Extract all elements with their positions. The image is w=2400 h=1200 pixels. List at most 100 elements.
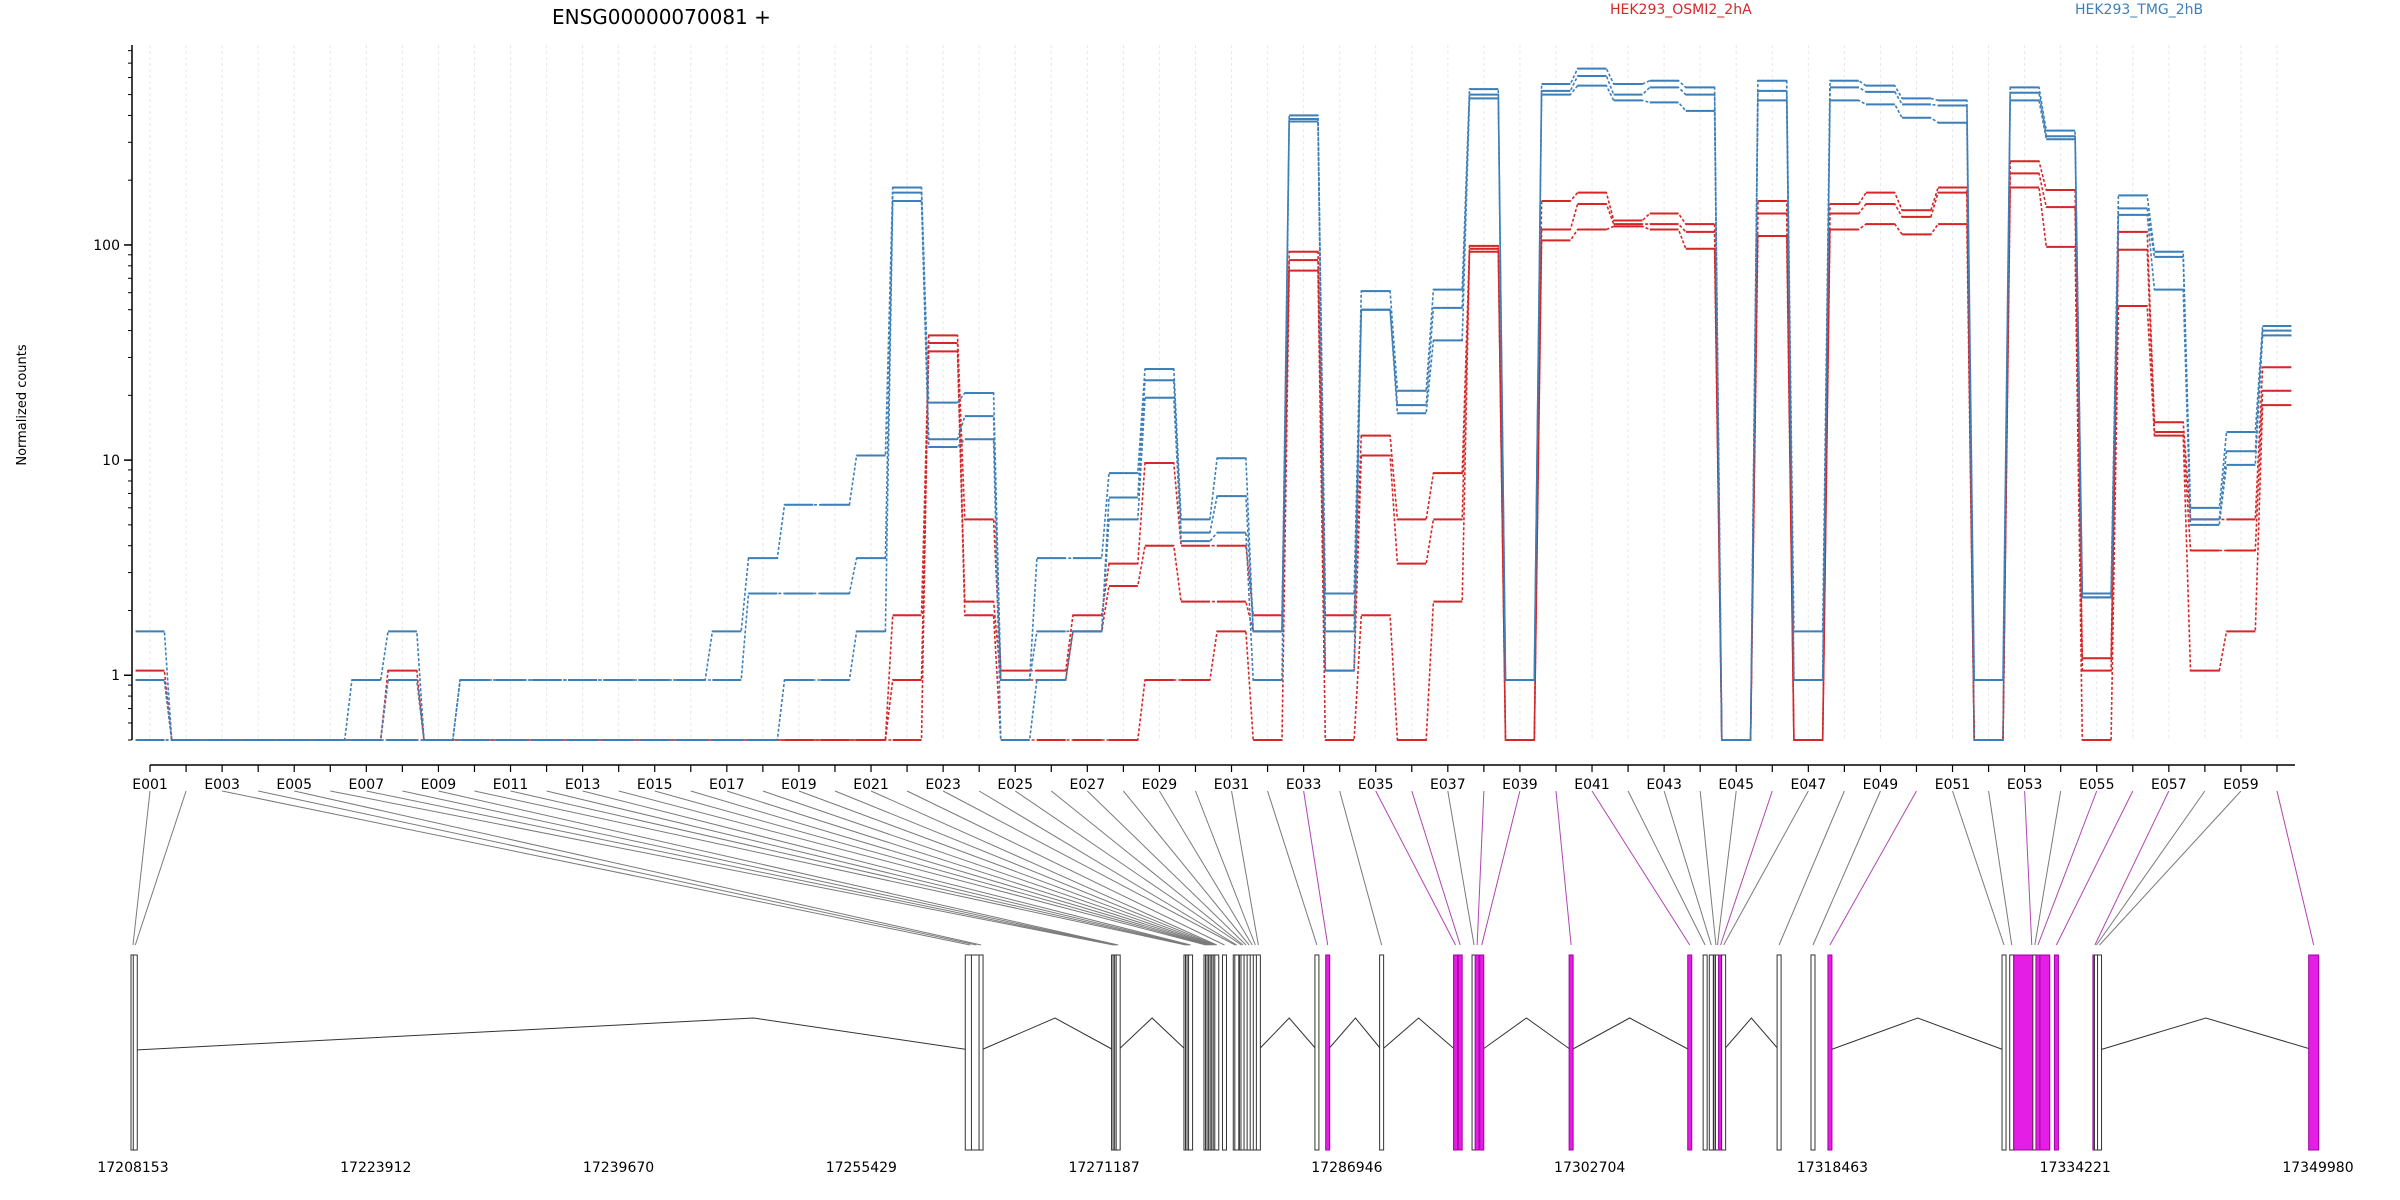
intron	[1829, 1017, 2005, 1051]
exon-box	[2001, 954, 2007, 1151]
exon-box	[1810, 954, 1816, 1151]
exon-tick-label: E035	[1358, 777, 1394, 793]
exon-box	[1453, 954, 1459, 1151]
exon-tick-label: E041	[1574, 777, 1610, 793]
genome-axis: 17208153 17223912 17239670 17255429 17271187…	[97, 1160, 2353, 1176]
exon-connector	[1555, 790, 1572, 946]
exon-box	[2013, 954, 2051, 1151]
intron	[1723, 1017, 1780, 1051]
legend-entry-osmi: HEK293_OSMI2_2hA	[1610, 2, 1752, 18]
genome-tick-label: 17349980	[2282, 1160, 2353, 1176]
exon-connector	[2024, 790, 2033, 946]
exon-connector	[330, 790, 1114, 946]
exon-connector	[1476, 790, 1485, 946]
exon-box	[1325, 954, 1331, 1151]
exon-tick-label: E025	[997, 777, 1033, 793]
exon-box	[1479, 954, 1485, 1151]
genome-tick-label: 17318463	[1797, 1160, 1868, 1176]
exon-tick-label: E043	[1646, 777, 1682, 793]
exon-connector	[1231, 790, 1259, 946]
exon-tick-label: E057	[2151, 777, 2187, 793]
exon-axis: E001 E003 E005 E007 E009 E011 E013 E015 E017 E019…	[132, 764, 2295, 793]
exon-connector	[762, 790, 1213, 946]
exon-connector	[2094, 790, 2170, 946]
exon-tick-label: E013	[565, 777, 601, 793]
exon-connector	[2055, 790, 2134, 946]
exon-connector	[1375, 790, 1457, 946]
exon-tick-label: E019	[781, 777, 817, 793]
exon-connector	[1267, 790, 1318, 946]
exon-tick-label: E005	[276, 777, 312, 793]
series-lines	[135, 67, 2292, 741]
exon-box	[1457, 954, 1463, 1151]
exon-connector	[582, 790, 1191, 946]
exon-connector	[294, 790, 982, 946]
genome-tick-label: 17208153	[97, 1160, 168, 1176]
exon-connectors	[132, 790, 2315, 946]
gene-model	[130, 954, 2320, 1151]
series-line	[135, 75, 2292, 741]
exon-connector	[366, 790, 1116, 946]
exon-tick-label: E039	[1502, 777, 1538, 793]
exon-box	[1115, 954, 1121, 1151]
intron	[1117, 1017, 1187, 1051]
genome-tick-label: 17255429	[826, 1160, 897, 1176]
y-tick-label: 100	[93, 238, 120, 254]
exon-box	[2308, 954, 2320, 1151]
intron	[2099, 1017, 2314, 1051]
exon-tick-label: E017	[709, 777, 745, 793]
exon-connector	[978, 790, 1238, 946]
exon-box	[1379, 954, 1385, 1151]
exon-box	[132, 954, 138, 1151]
intron	[1570, 1017, 1690, 1051]
exon-box	[1702, 954, 1708, 1151]
genome-tick-label: 17239670	[583, 1160, 654, 1176]
exon-tick-label: E011	[493, 777, 529, 793]
exon-tick-label: E037	[1430, 777, 1466, 793]
exon-box	[1214, 954, 1220, 1151]
exon-tick-label: E001	[132, 777, 168, 793]
exon-connector	[1723, 790, 1809, 946]
exon-tick-label: E031	[1214, 777, 1250, 793]
exon-box	[1188, 954, 1194, 1151]
exon-connector	[1720, 790, 1773, 946]
exon-box	[1827, 954, 1833, 1151]
intron	[135, 1017, 971, 1051]
exon-box	[1314, 954, 1320, 1151]
exon-box	[1776, 954, 1782, 1151]
exon-connector	[2276, 790, 2315, 946]
exon-tick-label: E051	[1935, 777, 1971, 793]
exon-box	[1687, 954, 1693, 1151]
exon-connector	[132, 790, 151, 946]
exon-tick-label: E029	[1142, 777, 1178, 793]
exon-connector	[1050, 790, 1244, 946]
series-line	[135, 160, 2292, 741]
genome-tick-label: 17302704	[1554, 1160, 1625, 1176]
exon-tick-label: E023	[925, 777, 961, 793]
exon-connector	[1988, 790, 2013, 946]
exon-box	[1721, 954, 1727, 1151]
exon-box	[978, 954, 984, 1151]
exon-box	[1474, 954, 1480, 1151]
exon-connector	[618, 790, 1207, 946]
exon-tick-label: E015	[637, 777, 673, 793]
exon-connector	[438, 790, 1119, 946]
exon-box	[1221, 954, 1227, 1151]
exon-connector	[2034, 790, 2062, 946]
exon-box	[2009, 954, 2015, 1151]
exon-tick-label: E027	[1070, 777, 1106, 793]
gridlines	[149, 45, 2278, 740]
exon-connector	[1122, 790, 1250, 946]
exon-connector	[1158, 790, 1253, 946]
exon-connector	[942, 790, 1236, 946]
exon-box	[1568, 954, 1574, 1151]
series-line	[135, 84, 2292, 741]
exon-connector	[2096, 790, 2206, 946]
exon-box	[1708, 954, 1714, 1151]
exon-connector	[1699, 790, 1717, 946]
exon-connector	[1716, 790, 1737, 946]
exon-connector	[1481, 790, 1521, 946]
exon-tick-label: E009	[421, 777, 457, 793]
exon-connector	[1952, 790, 2005, 946]
